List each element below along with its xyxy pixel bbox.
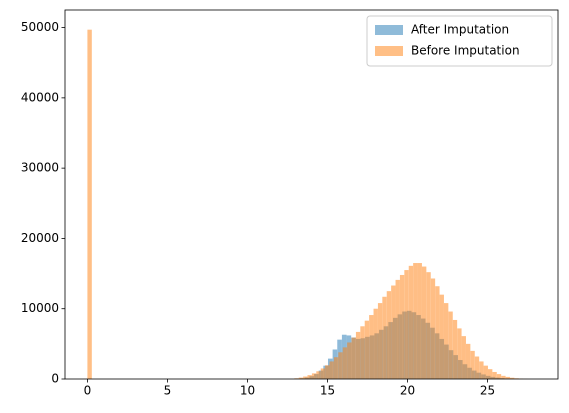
plot-frame xyxy=(64,9,559,380)
bar xyxy=(395,279,400,379)
bar xyxy=(303,376,308,379)
bar xyxy=(501,375,506,379)
bar xyxy=(505,376,510,379)
bar xyxy=(426,272,431,379)
bar xyxy=(479,361,484,379)
bar xyxy=(492,371,497,379)
legend: After Imputation Before Imputation xyxy=(366,15,553,67)
bar xyxy=(360,326,365,379)
bar xyxy=(338,352,343,379)
bar xyxy=(399,274,405,379)
bar xyxy=(474,356,480,379)
bar xyxy=(421,266,427,379)
bar xyxy=(483,365,488,379)
bar xyxy=(465,343,471,379)
x-tick-label: 10 xyxy=(240,384,255,398)
bar xyxy=(369,315,374,379)
bar xyxy=(391,285,396,379)
bar xyxy=(347,342,352,379)
bar xyxy=(377,303,383,379)
bar xyxy=(320,368,326,379)
x-tick-label: 20 xyxy=(400,384,415,398)
legend-label: After Imputation xyxy=(411,23,509,37)
bar xyxy=(448,311,453,379)
bar xyxy=(316,371,321,379)
y-tick-label: 50000 xyxy=(21,20,59,34)
bar xyxy=(457,328,462,379)
bar xyxy=(373,308,378,379)
bar xyxy=(430,278,436,379)
x-tick-label: 5 xyxy=(164,384,172,398)
bar xyxy=(342,347,348,379)
bar xyxy=(509,377,515,379)
bar xyxy=(87,29,92,380)
bar xyxy=(404,270,409,379)
series xyxy=(87,29,528,380)
y-tick-label: 0 xyxy=(51,372,59,386)
bar xyxy=(329,361,334,379)
legend-swatch xyxy=(375,46,403,56)
x-tick-label: 15 xyxy=(320,384,335,398)
bar xyxy=(382,296,387,379)
y-tick-label: 30000 xyxy=(21,161,59,175)
bar xyxy=(435,286,440,379)
bar xyxy=(439,294,444,379)
bar xyxy=(408,265,414,379)
bar xyxy=(452,319,458,379)
bar xyxy=(351,337,356,379)
bar xyxy=(333,357,339,379)
legend-box xyxy=(366,15,553,67)
y-tick-label: 10000 xyxy=(21,301,59,315)
bar xyxy=(364,320,370,379)
y-tick-label: 20000 xyxy=(21,231,59,245)
bar xyxy=(325,365,330,379)
bar xyxy=(470,350,475,379)
bar xyxy=(386,291,392,379)
bar xyxy=(443,303,449,379)
y-tick-label: 40000 xyxy=(21,90,59,104)
legend-swatch xyxy=(375,25,403,35)
x-tick-label: 0 xyxy=(84,384,92,398)
legend-label: Before Imputation xyxy=(411,44,520,58)
x-tick-label: 25 xyxy=(480,384,495,398)
bar xyxy=(307,375,312,379)
bar xyxy=(487,369,493,379)
bar xyxy=(417,263,422,379)
bar xyxy=(298,377,304,379)
bar xyxy=(461,336,466,379)
bar xyxy=(311,373,317,379)
bar xyxy=(496,374,502,379)
bar xyxy=(355,331,361,379)
bar xyxy=(413,263,418,379)
